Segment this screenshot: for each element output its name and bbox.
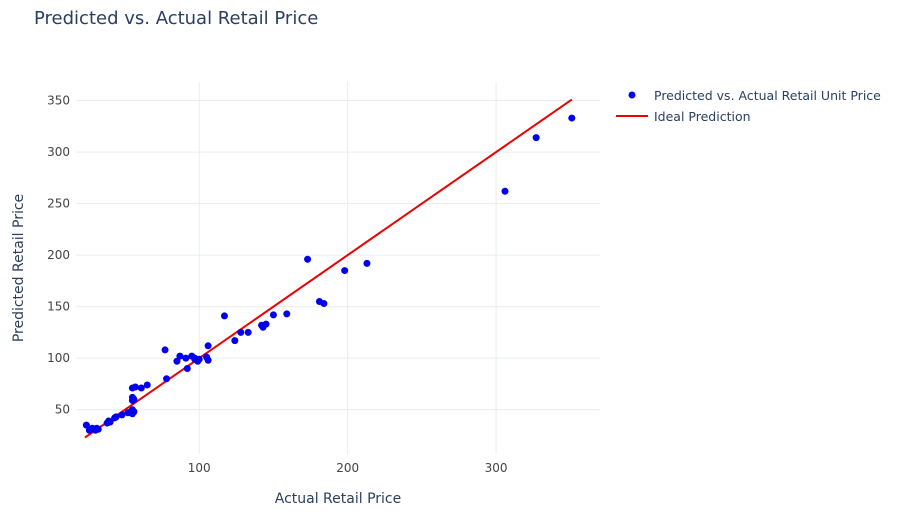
y-axis-ticks: 50 100 150 200 250 300 350: [47, 94, 70, 417]
data-point[interactable]: [118, 411, 126, 419]
data-point[interactable]: [262, 320, 270, 328]
y-tick-label: 200: [47, 248, 70, 262]
data-point[interactable]: [231, 337, 239, 345]
data-point[interactable]: [130, 395, 138, 403]
y-tick-label: 350: [47, 94, 70, 108]
plot-area: [82, 98, 576, 439]
y-tick-label: 100: [47, 351, 70, 365]
y-tick-label: 250: [47, 197, 70, 211]
data-point[interactable]: [304, 255, 312, 263]
data-point[interactable]: [163, 375, 171, 383]
y-tick-label: 150: [47, 300, 70, 314]
data-point[interactable]: [195, 355, 203, 363]
legend: Predicted vs. Actual Retail Unit Price I…: [616, 88, 881, 124]
data-point[interactable]: [176, 352, 184, 360]
legend-label-predicted[interactable]: Predicted vs. Actual Retail Unit Price: [654, 88, 881, 103]
ideal-prediction-line: [84, 98, 573, 439]
y-tick-label: 300: [47, 145, 70, 159]
data-point[interactable]: [237, 328, 245, 336]
data-point[interactable]: [106, 418, 114, 426]
data-point[interactable]: [183, 364, 191, 372]
data-point[interactable]: [363, 259, 371, 267]
data-point[interactable]: [173, 357, 181, 365]
data-point[interactable]: [131, 383, 139, 391]
x-axis-title: Actual Retail Price: [275, 491, 401, 507]
y-axis-title: Predicted Retail Price: [11, 194, 27, 342]
data-point[interactable]: [283, 310, 291, 318]
data-point[interactable]: [82, 421, 90, 429]
y-tick-label: 50: [55, 403, 70, 417]
data-point[interactable]: [182, 354, 190, 362]
data-point[interactable]: [501, 187, 509, 195]
data-point[interactable]: [568, 114, 576, 122]
legend-marker-predicted[interactable]: [628, 91, 636, 99]
data-point[interactable]: [112, 413, 120, 421]
x-tick-label: 300: [485, 461, 508, 475]
data-point[interactable]: [143, 381, 151, 389]
data-point[interactable]: [204, 342, 212, 350]
data-point[interactable]: [161, 346, 169, 354]
grid-lines: [76, 82, 600, 454]
chart-title: Predicted vs. Actual Retail Price: [34, 8, 318, 29]
x-tick-label: 100: [188, 461, 211, 475]
data-point[interactable]: [269, 311, 277, 319]
data-point[interactable]: [137, 384, 145, 392]
data-point[interactable]: [320, 300, 328, 308]
data-point[interactable]: [130, 408, 138, 416]
x-axis-ticks: 100 200 300: [188, 461, 508, 475]
data-point[interactable]: [220, 312, 228, 320]
legend-label-ideal[interactable]: Ideal Prediction: [654, 109, 751, 124]
data-point[interactable]: [204, 356, 212, 364]
data-point[interactable]: [94, 425, 102, 433]
data-point[interactable]: [244, 328, 252, 336]
data-point[interactable]: [341, 267, 349, 275]
x-tick-label: 200: [336, 461, 359, 475]
data-point[interactable]: [532, 134, 540, 142]
